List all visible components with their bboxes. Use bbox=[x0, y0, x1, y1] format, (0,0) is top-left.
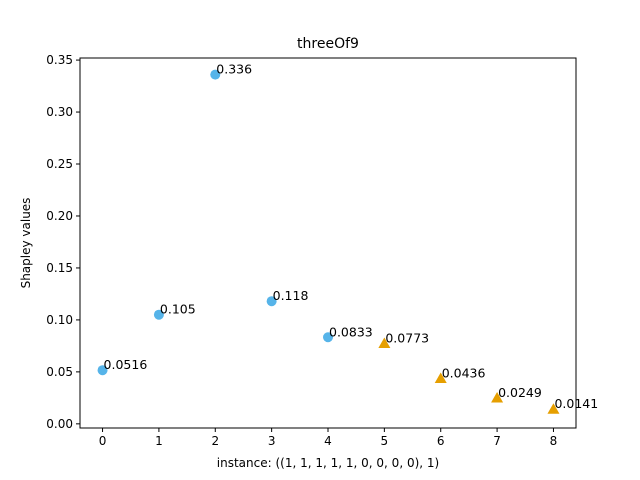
x-axis-ticks: 0 1 2 3 4 5 6 7 8 bbox=[99, 428, 558, 448]
data-label: 0.0436 bbox=[442, 366, 486, 381]
data-label: 0.0249 bbox=[498, 385, 542, 400]
y-axis-label: Shapley values bbox=[19, 198, 33, 289]
x-tick-label: 4 bbox=[324, 434, 332, 448]
data-label: 0.118 bbox=[273, 288, 309, 303]
x-tick-label: 6 bbox=[437, 434, 445, 448]
x-tick-label: 0 bbox=[99, 434, 107, 448]
y-axis-ticks: 0.00 0.05 0.10 0.15 0.20 0.25 0.30 0.35 bbox=[46, 53, 80, 431]
data-point-circle bbox=[266, 296, 277, 307]
y-tick-label: 0.25 bbox=[46, 157, 73, 171]
data-point-triangle bbox=[378, 337, 391, 349]
x-axis-label: instance: ((1, 1, 1, 1, 1, 0, 0, 0, 0), … bbox=[217, 456, 439, 470]
data-point-triangle bbox=[434, 372, 447, 384]
x-tick-label: 1 bbox=[155, 434, 163, 448]
y-tick-label: 0.20 bbox=[46, 209, 73, 223]
x-tick-label: 2 bbox=[211, 434, 219, 448]
y-tick-label: 0.30 bbox=[46, 105, 73, 119]
y-tick-label: 0.05 bbox=[46, 365, 73, 379]
data-point-triangle bbox=[491, 391, 504, 403]
data-point-circle bbox=[323, 332, 333, 343]
data-label: 0.105 bbox=[160, 302, 196, 317]
y-tick-label: 0.00 bbox=[46, 417, 73, 431]
x-tick-label: 8 bbox=[550, 434, 558, 448]
x-tick-label: 3 bbox=[268, 434, 276, 448]
data-label: 0.336 bbox=[216, 62, 252, 77]
plot-marks: 0.0516 0.105 0.336 0.118 0.0833 0.0773 0.0436 0… bbox=[97, 62, 598, 414]
y-tick-label: 0.15 bbox=[46, 261, 73, 275]
y-tick-label: 0.10 bbox=[46, 313, 73, 327]
x-tick-label: 7 bbox=[493, 434, 501, 448]
data-point-circle bbox=[153, 309, 164, 320]
chart-title: threeOf9 bbox=[297, 36, 359, 52]
data-label: 0.0516 bbox=[104, 357, 148, 372]
y-tick-label: 0.35 bbox=[46, 53, 73, 67]
data-point-circle bbox=[97, 365, 108, 376]
data-point-triangle bbox=[547, 403, 560, 414]
data-point-circle bbox=[210, 69, 221, 80]
data-label: 0.0773 bbox=[385, 331, 429, 346]
data-label: 0.0833 bbox=[329, 324, 373, 339]
x-tick-label: 5 bbox=[381, 434, 389, 448]
